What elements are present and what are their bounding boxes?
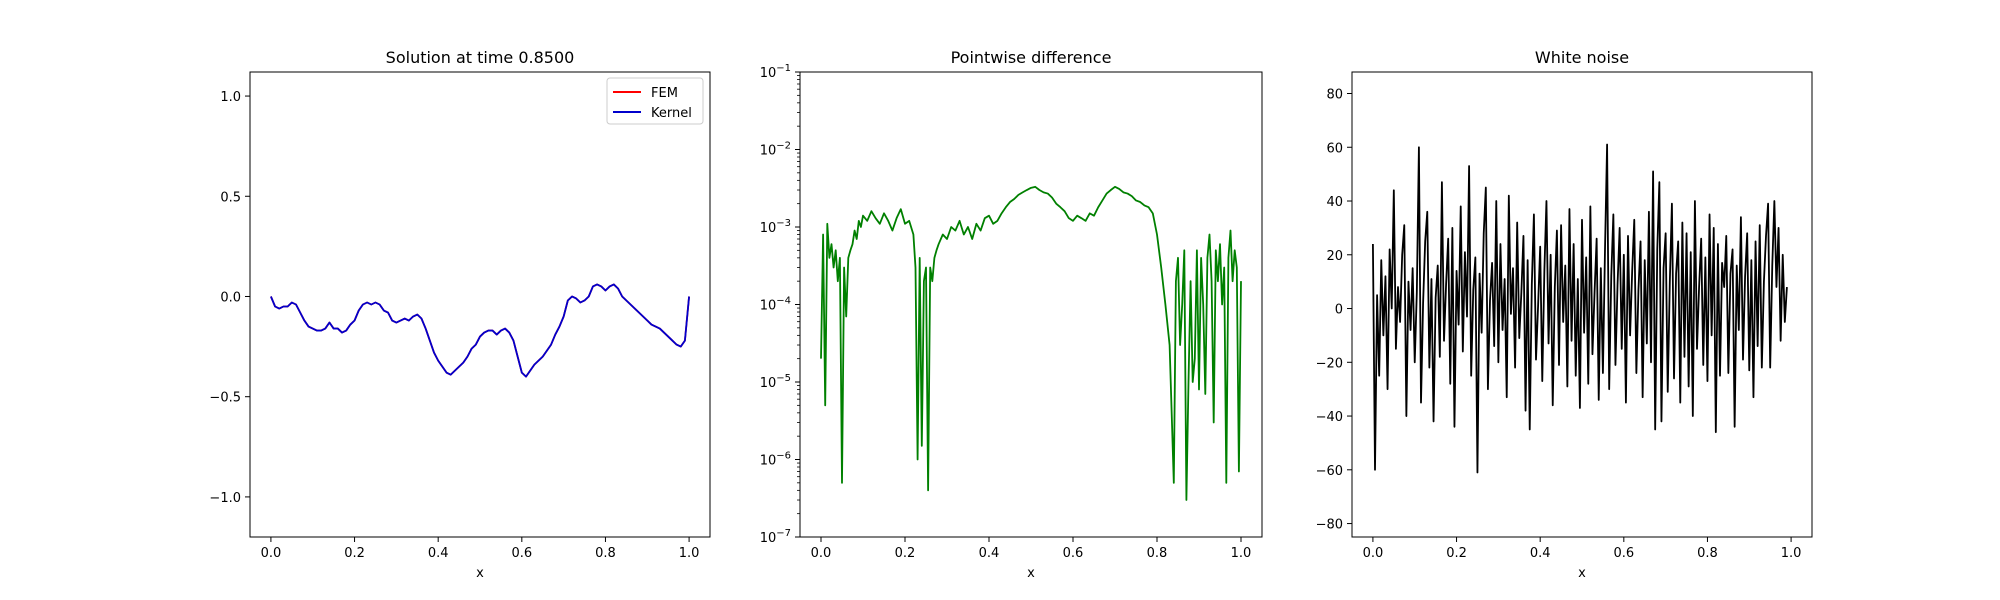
x-tick-label: 1.0 bbox=[1781, 546, 1802, 561]
plot-frame bbox=[799, 71, 1263, 538]
chart-title: Pointwise difference bbox=[951, 48, 1112, 67]
x-tick-label: 0.8 bbox=[595, 546, 616, 561]
x-tick-label: 0.0 bbox=[811, 546, 832, 561]
y-tick-label: 80 bbox=[1326, 88, 1343, 103]
y-tick-label: 0 bbox=[1335, 303, 1343, 318]
series-line-noise bbox=[1372, 143, 1788, 474]
y-tick-label: −40 bbox=[1316, 410, 1343, 425]
y-tick-mantissa: 10 bbox=[760, 376, 777, 391]
chart-panel-1: 0.0 0.2 0.4 0.6 0.8 1.0 −1.0 −0.5 0.0 0.5 1.0 Solut… bbox=[209, 48, 711, 581]
y-tick-label: 1.0 bbox=[220, 90, 241, 105]
y-tick-label: 10−1 bbox=[760, 63, 791, 81]
x-tick-label: 1.0 bbox=[1231, 546, 1252, 561]
chart-panel-2: 0.0 0.2 0.4 0.6 0.8 1.010−710−610−510−410−310… bbox=[760, 48, 1263, 581]
legend-label: FEM bbox=[651, 86, 678, 101]
x-axis-label: x bbox=[1578, 566, 1586, 581]
y-tick-label: 10−5 bbox=[760, 373, 791, 391]
series-line-kernel bbox=[270, 283, 690, 378]
chart-panel-3: 0.0 0.2 0.4 0.6 0.8 1.0 −80 −60 −40 −20 0 20 40 60 80 W… bbox=[1316, 48, 1813, 581]
y-tick-exponent: −5 bbox=[776, 373, 791, 384]
x-tick-label: 0.6 bbox=[1613, 546, 1634, 561]
x-tick-label: 0.2 bbox=[1446, 546, 1467, 561]
x-tick-label: 0.4 bbox=[1530, 546, 1551, 561]
y-tick-label: 0.0 bbox=[220, 290, 241, 305]
x-tick-label: 0.8 bbox=[1147, 546, 1168, 561]
x-tick-label: 0.4 bbox=[979, 546, 1000, 561]
y-tick-label: −0.5 bbox=[209, 391, 241, 406]
y-tick-label: 10−6 bbox=[760, 451, 791, 469]
series-line-difference bbox=[820, 185, 1242, 501]
y-tick-label: −60 bbox=[1316, 464, 1343, 479]
y-tick-exponent: −6 bbox=[776, 451, 791, 462]
y-tick-label: 10−3 bbox=[760, 218, 791, 236]
x-tick-label: 0.0 bbox=[261, 546, 282, 561]
x-tick-label: 0.2 bbox=[895, 546, 916, 561]
y-tick-label: 40 bbox=[1326, 195, 1343, 210]
chart-title: Solution at time 0.8500 bbox=[386, 48, 575, 67]
x-axis-label: x bbox=[1027, 566, 1035, 581]
y-tick-mantissa: 10 bbox=[760, 454, 777, 469]
x-tick-label: 1.0 bbox=[679, 546, 700, 561]
y-tick-mantissa: 10 bbox=[760, 531, 777, 546]
plot-frame bbox=[249, 71, 711, 538]
y-tick-exponent: −2 bbox=[776, 141, 791, 152]
y-tick-label: 20 bbox=[1326, 249, 1343, 264]
y-tick-label: 10−7 bbox=[760, 528, 791, 546]
x-tick-label: 0.4 bbox=[428, 546, 449, 561]
y-tick-label: −80 bbox=[1316, 518, 1343, 533]
y-tick-label: 60 bbox=[1326, 141, 1343, 156]
legend: FEM Kernel bbox=[606, 77, 704, 125]
y-tick-label: −20 bbox=[1316, 356, 1343, 371]
x-tick-label: 0.6 bbox=[1063, 546, 1084, 561]
y-tick-exponent: −7 bbox=[776, 528, 791, 539]
y-tick-mantissa: 10 bbox=[760, 221, 777, 236]
series-line-fem bbox=[270, 283, 690, 378]
y-tick-exponent: −4 bbox=[776, 296, 791, 307]
y-tick-label: 10−2 bbox=[760, 141, 791, 159]
x-tick-label: 0.6 bbox=[511, 546, 532, 561]
chart-title: White noise bbox=[1535, 48, 1629, 67]
y-tick-exponent: −1 bbox=[776, 63, 791, 74]
x-tick-label: 0.0 bbox=[1363, 546, 1384, 561]
y-tick-label: −1.0 bbox=[209, 491, 241, 506]
y-tick-mantissa: 10 bbox=[760, 299, 777, 314]
y-tick-exponent: −3 bbox=[776, 218, 791, 229]
x-tick-label: 0.8 bbox=[1697, 546, 1718, 561]
legend-label: Kernel bbox=[651, 106, 692, 121]
y-tick-mantissa: 10 bbox=[760, 144, 777, 159]
x-axis-label: x bbox=[476, 566, 484, 581]
x-tick-label: 0.2 bbox=[344, 546, 365, 561]
plot-frame bbox=[1351, 71, 1813, 538]
y-tick-label: 10−4 bbox=[760, 296, 791, 314]
y-tick-label: 0.5 bbox=[220, 190, 241, 205]
y-tick-mantissa: 10 bbox=[760, 66, 777, 81]
